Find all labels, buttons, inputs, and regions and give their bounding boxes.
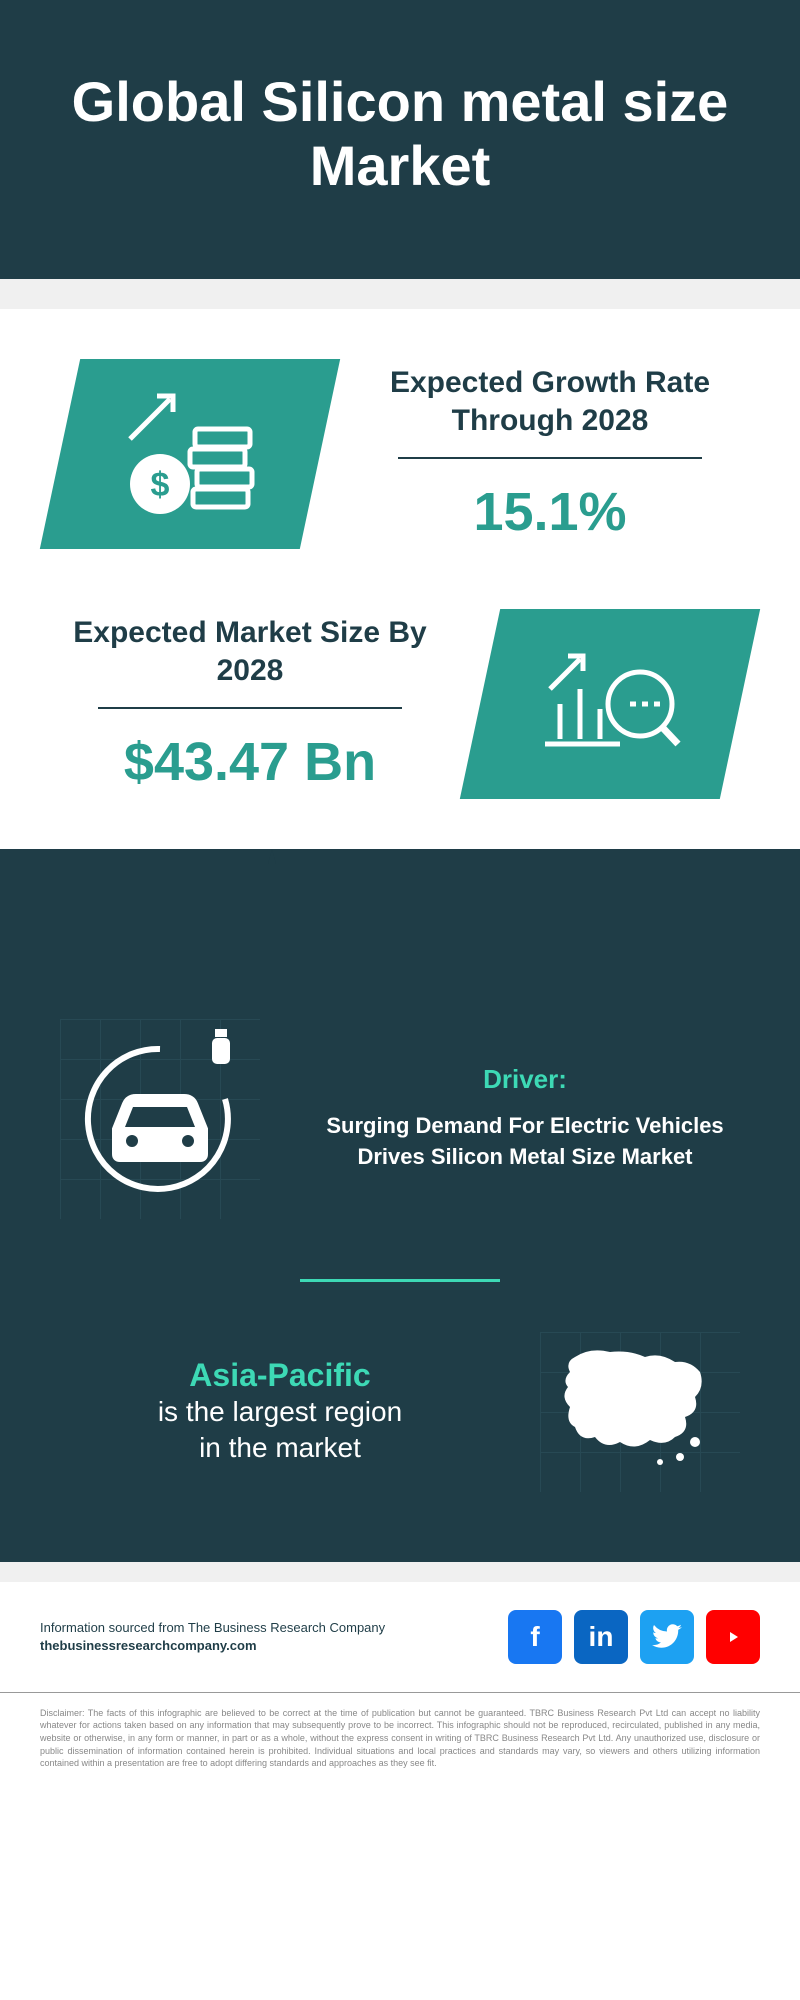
disclaimer-text: Disclaimer: The facts of this infographi… <box>0 1692 800 1800</box>
source-line-2: thebusinessresearchcompany.com <box>40 1637 385 1655</box>
section-divider <box>300 1279 500 1282</box>
market-stat: Expected Market Size By 2028 $43.47 Bn <box>60 614 440 793</box>
market-icon-block <box>460 609 760 799</box>
growth-value: 15.1% <box>360 481 740 543</box>
facebook-icon[interactable]: f <box>508 1610 562 1664</box>
region-desc-2: in the market <box>60 1430 500 1466</box>
region-name: Asia-Pacific <box>60 1357 500 1394</box>
stat-row-2: Expected Market Size By 2028 $43.47 Bn <box>60 609 740 799</box>
driver-text-block: Driver: Surging Demand For Electric Vehi… <box>310 1064 740 1173</box>
stat-row-1: $ Expected Growth Rate Through 2028 15.1… <box>60 359 740 549</box>
header-banner: Global Silicon metal size Market <box>0 0 800 279</box>
divider <box>398 457 702 459</box>
growth-stat: Expected Growth Rate Through 2028 15.1% <box>360 364 740 543</box>
page-title: Global Silicon metal size Market <box>40 70 760 199</box>
growth-label: Expected Growth Rate Through 2028 <box>360 364 740 439</box>
region-desc-1: is the largest region <box>60 1394 500 1430</box>
market-value: $43.47 Bn <box>60 731 440 793</box>
divider <box>98 707 402 709</box>
twitter-icon[interactable] <box>640 1610 694 1664</box>
ev-icon-wrap <box>60 1019 260 1219</box>
growth-icon-block: $ <box>40 359 340 549</box>
spacer <box>0 279 800 309</box>
youtube-icon[interactable] <box>706 1610 760 1664</box>
driver-description: Surging Demand For Electric Vehicles Dri… <box>310 1111 740 1173</box>
chart-magnifier-icon <box>530 629 690 779</box>
driver-row: Driver: Surging Demand For Electric Vehi… <box>60 1019 740 1219</box>
dark-section: Driver: Surging Demand For Electric Vehi… <box>0 979 800 1562</box>
asia-map-icon <box>540 1332 740 1492</box>
coins-arrow-icon: $ <box>115 384 265 524</box>
source-line-1: Information sourced from The Business Re… <box>40 1619 385 1637</box>
source-text: Information sourced from The Business Re… <box>40 1619 385 1655</box>
map-icon-wrap <box>540 1332 740 1492</box>
linkedin-icon[interactable]: in <box>574 1610 628 1664</box>
stats-section: $ Expected Growth Rate Through 2028 15.1… <box>0 309 800 849</box>
social-icons: f in <box>508 1610 760 1664</box>
market-label: Expected Market Size By 2028 <box>60 614 440 689</box>
footer-bar: Information sourced from The Business Re… <box>0 1562 800 1692</box>
region-text-block: Asia-Pacific is the largest region in th… <box>60 1357 500 1467</box>
svg-text:$: $ <box>151 466 170 504</box>
driver-label: Driver: <box>310 1064 740 1095</box>
region-row: Asia-Pacific is the largest region in th… <box>60 1332 740 1492</box>
skyline-graphic <box>0 849 800 979</box>
ev-car-icon <box>60 1019 260 1219</box>
